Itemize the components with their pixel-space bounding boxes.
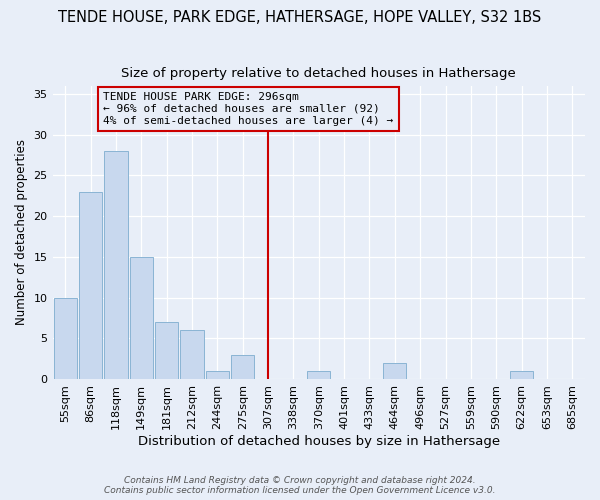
Bar — [383, 362, 406, 379]
Bar — [307, 371, 331, 379]
Bar — [231, 354, 254, 379]
Bar — [206, 371, 229, 379]
Text: TENDE HOUSE PARK EDGE: 296sqm
← 96% of detached houses are smaller (92)
4% of se: TENDE HOUSE PARK EDGE: 296sqm ← 96% of d… — [103, 92, 394, 126]
Text: TENDE HOUSE, PARK EDGE, HATHERSAGE, HOPE VALLEY, S32 1BS: TENDE HOUSE, PARK EDGE, HATHERSAGE, HOPE… — [58, 10, 542, 25]
X-axis label: Distribution of detached houses by size in Hathersage: Distribution of detached houses by size … — [138, 434, 500, 448]
Bar — [130, 257, 153, 379]
Bar — [79, 192, 102, 379]
Bar — [510, 371, 533, 379]
Bar — [181, 330, 203, 379]
Bar — [155, 322, 178, 379]
Bar — [53, 298, 77, 379]
Title: Size of property relative to detached houses in Hathersage: Size of property relative to detached ho… — [121, 68, 516, 80]
Y-axis label: Number of detached properties: Number of detached properties — [15, 140, 28, 326]
Bar — [104, 151, 128, 379]
Text: Contains HM Land Registry data © Crown copyright and database right 2024.
Contai: Contains HM Land Registry data © Crown c… — [104, 476, 496, 495]
